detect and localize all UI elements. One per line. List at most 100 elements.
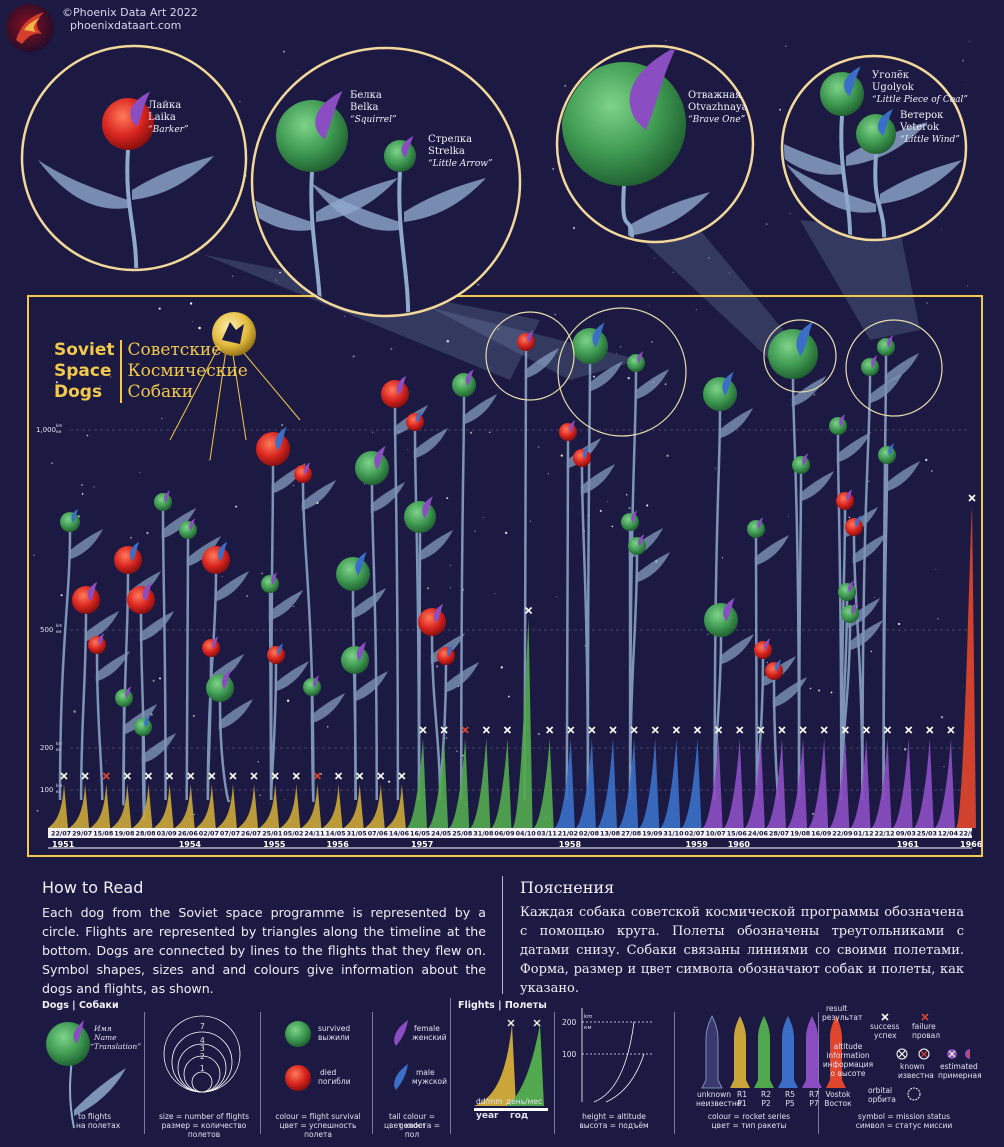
zoom-dog-circle	[384, 140, 416, 172]
zoom-dog-circle	[276, 100, 348, 172]
leaf	[268, 590, 304, 621]
flight-date: 25/08	[452, 830, 473, 838]
star	[664, 383, 667, 385]
star	[99, 385, 101, 387]
success-marker	[123, 772, 131, 780]
leaf	[884, 353, 920, 384]
website-link[interactable]: phoenixdataart.com	[70, 19, 182, 32]
dog-circles[interactable]	[60, 321, 896, 737]
zoom-dog-tail	[877, 109, 893, 136]
star	[537, 732, 541, 736]
star	[296, 70, 298, 72]
zoom-dog-label: “Little Arrow”	[428, 158, 493, 169]
zoom-dog-label: Лайка	[148, 100, 181, 111]
flight-triangle	[195, 784, 216, 828]
dog-died	[836, 492, 854, 510]
star	[721, 557, 724, 559]
success-marker	[546, 726, 554, 734]
zoom-dog-circle	[856, 114, 896, 154]
star	[192, 320, 194, 322]
credit: ©Phoenix Data Art 2022 phoenixdataart.co…	[62, 6, 198, 32]
star	[221, 575, 223, 578]
dog-died	[267, 646, 285, 664]
leaf	[588, 361, 624, 392]
poyasneniya: Пояснения Каждая собака советской космич…	[520, 878, 964, 998]
flight-date: 04/10	[516, 830, 537, 838]
flight-date: 10/07	[706, 830, 726, 838]
dog-died	[256, 432, 290, 466]
star	[818, 689, 821, 692]
success-marker	[799, 726, 807, 734]
success-marker	[166, 772, 174, 780]
rocket-label-ru: неизвестно	[696, 1099, 742, 1108]
year-label: 1959	[686, 840, 709, 849]
star	[198, 326, 201, 330]
zoom-dog-label: Veterok	[899, 122, 940, 133]
flight-triangle	[871, 738, 892, 828]
star	[537, 446, 540, 448]
flight-triangle	[533, 738, 554, 828]
dog-died	[114, 546, 142, 574]
dog-tail	[802, 453, 809, 466]
star	[848, 516, 851, 519]
zoom-dog-circle	[102, 98, 154, 150]
star	[592, 375, 595, 378]
star	[81, 493, 84, 495]
dog-flight-stem	[565, 440, 570, 801]
star	[33, 554, 35, 557]
dog-survived	[878, 446, 896, 464]
star	[477, 283, 480, 286]
dog-died	[202, 639, 220, 657]
year-label: 1960	[728, 840, 751, 849]
failure-marker	[102, 772, 110, 780]
dog-tail	[356, 641, 367, 662]
flight-triangle	[808, 738, 829, 828]
year-label: 1954	[179, 840, 202, 849]
flight-date: 26/07	[241, 830, 261, 838]
star	[646, 504, 649, 507]
dog-tail	[757, 517, 764, 530]
dog-flight-stem	[161, 510, 167, 801]
leaf	[791, 376, 827, 407]
star	[456, 750, 458, 752]
flight-date: 19/08	[790, 830, 811, 838]
dog-tail	[275, 426, 287, 451]
zoom-dog-label: “Barker”	[148, 124, 189, 135]
svg-text:км: км	[56, 429, 61, 434]
star	[785, 45, 787, 47]
dog-survived	[60, 512, 80, 532]
dog-survived	[452, 373, 476, 397]
failure-marker	[313, 772, 321, 780]
dog-died	[754, 641, 772, 659]
dog-flight-stem	[310, 695, 315, 803]
star	[193, 813, 195, 816]
rocket-label: R7	[809, 1090, 819, 1099]
dog-flight-stem	[861, 375, 872, 801]
star	[966, 285, 969, 287]
flight-triangle	[385, 784, 406, 828]
star	[106, 759, 107, 761]
altitude-grid	[70, 429, 970, 791]
zoom-dog-label: Белка	[350, 90, 382, 101]
dog-survived	[261, 575, 279, 593]
star	[935, 569, 937, 570]
flight-date: 15/08	[93, 830, 114, 838]
flight-triangle	[48, 784, 68, 828]
leaf	[848, 620, 884, 651]
flight-triangle	[111, 784, 132, 828]
dog-tail	[212, 636, 219, 649]
flight-triangle	[153, 784, 174, 828]
flight-date: 25/01	[262, 830, 282, 838]
rocket-label-ru: Р1	[737, 1099, 747, 1108]
dog-survived	[841, 605, 859, 623]
star	[904, 748, 907, 751]
star	[560, 454, 563, 457]
success-marker	[905, 726, 913, 734]
zoom-dog-label: “Brave One”	[688, 114, 746, 125]
success-marker	[693, 726, 702, 734]
y-label-500: 500	[40, 626, 53, 634]
star	[868, 480, 870, 482]
dog-survived	[627, 354, 645, 372]
dog-died	[845, 518, 863, 536]
